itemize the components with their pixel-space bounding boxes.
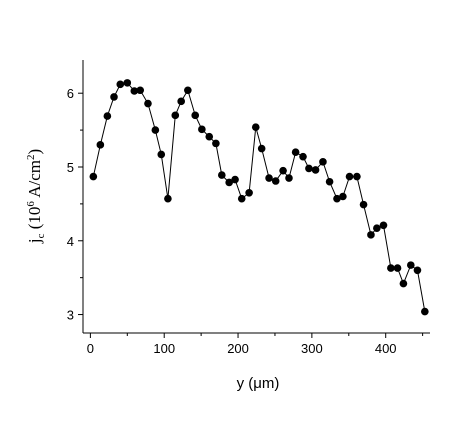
data-point	[103, 112, 112, 120]
data-point	[96, 141, 105, 149]
data-point	[245, 189, 253, 197]
data-point	[116, 80, 125, 89]
data-point	[285, 174, 293, 182]
y-tick-label: 3	[67, 308, 74, 323]
y-label-part: A/cm	[25, 160, 44, 201]
data-point	[257, 144, 266, 153]
data-point	[265, 174, 273, 182]
data-point	[237, 194, 246, 203]
data-point	[198, 125, 206, 134]
data-point	[367, 231, 375, 239]
y-label-part: )	[25, 149, 44, 155]
data-point	[164, 194, 172, 203]
x-axis-label: y (μm)	[237, 375, 280, 392]
data-point	[339, 192, 347, 201]
y-label-part: (10	[25, 207, 44, 234]
data-point	[393, 264, 402, 272]
data-point	[373, 224, 381, 233]
x-tick-label: 300	[301, 341, 323, 356]
data-point	[271, 177, 280, 185]
data-point	[144, 99, 152, 108]
data-point	[387, 264, 395, 272]
y-label-part: c	[35, 233, 47, 238]
data-point	[110, 93, 118, 101]
x-tick-label: 400	[375, 341, 397, 356]
data-point	[130, 87, 139, 95]
y-tick-label: 4	[67, 234, 74, 249]
data-point	[421, 307, 429, 316]
data-point	[151, 126, 160, 134]
data-point	[359, 200, 368, 209]
data-point	[123, 79, 132, 87]
data-point	[218, 171, 226, 179]
x-tick-label: 100	[153, 341, 175, 356]
data-point	[291, 148, 300, 157]
data-point	[136, 86, 145, 95]
y-tick-label: 6	[67, 86, 74, 101]
y-axis-label: jc (106 A/cm2)	[25, 149, 47, 244]
data-point	[231, 175, 239, 184]
data-point	[212, 139, 220, 148]
x-tick-label: 200	[227, 341, 249, 356]
data-point	[177, 97, 185, 106]
data-point	[305, 164, 313, 173]
data-point	[379, 221, 388, 230]
x-tick-label: 0	[87, 341, 94, 356]
data-point	[311, 166, 320, 174]
data-point	[251, 123, 260, 131]
data-point	[171, 111, 180, 120]
data-point	[205, 132, 214, 141]
y-label-part: 6	[25, 201, 37, 207]
data-point	[407, 261, 415, 269]
data-point	[299, 152, 307, 161]
y-label-part: 2	[25, 155, 37, 161]
data-point	[319, 158, 327, 166]
data-point	[191, 111, 200, 120]
y-label-part: j	[25, 238, 44, 244]
data-point	[325, 177, 334, 186]
data-point	[399, 279, 408, 288]
data-point	[89, 172, 98, 181]
data-line	[92, 82, 426, 312]
data-point	[333, 194, 341, 203]
data-point	[353, 172, 361, 181]
data-point	[157, 150, 166, 159]
data-point	[345, 172, 354, 181]
data-point	[225, 178, 233, 187]
data-point	[413, 266, 422, 275]
data-point	[279, 166, 287, 175]
y-tick-label: 5	[67, 160, 74, 175]
data-point	[184, 86, 192, 95]
